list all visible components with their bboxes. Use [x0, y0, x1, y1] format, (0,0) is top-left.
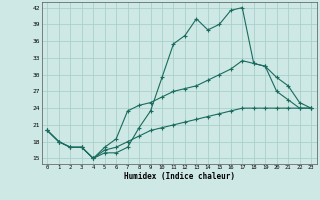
X-axis label: Humidex (Indice chaleur): Humidex (Indice chaleur) [124, 172, 235, 181]
